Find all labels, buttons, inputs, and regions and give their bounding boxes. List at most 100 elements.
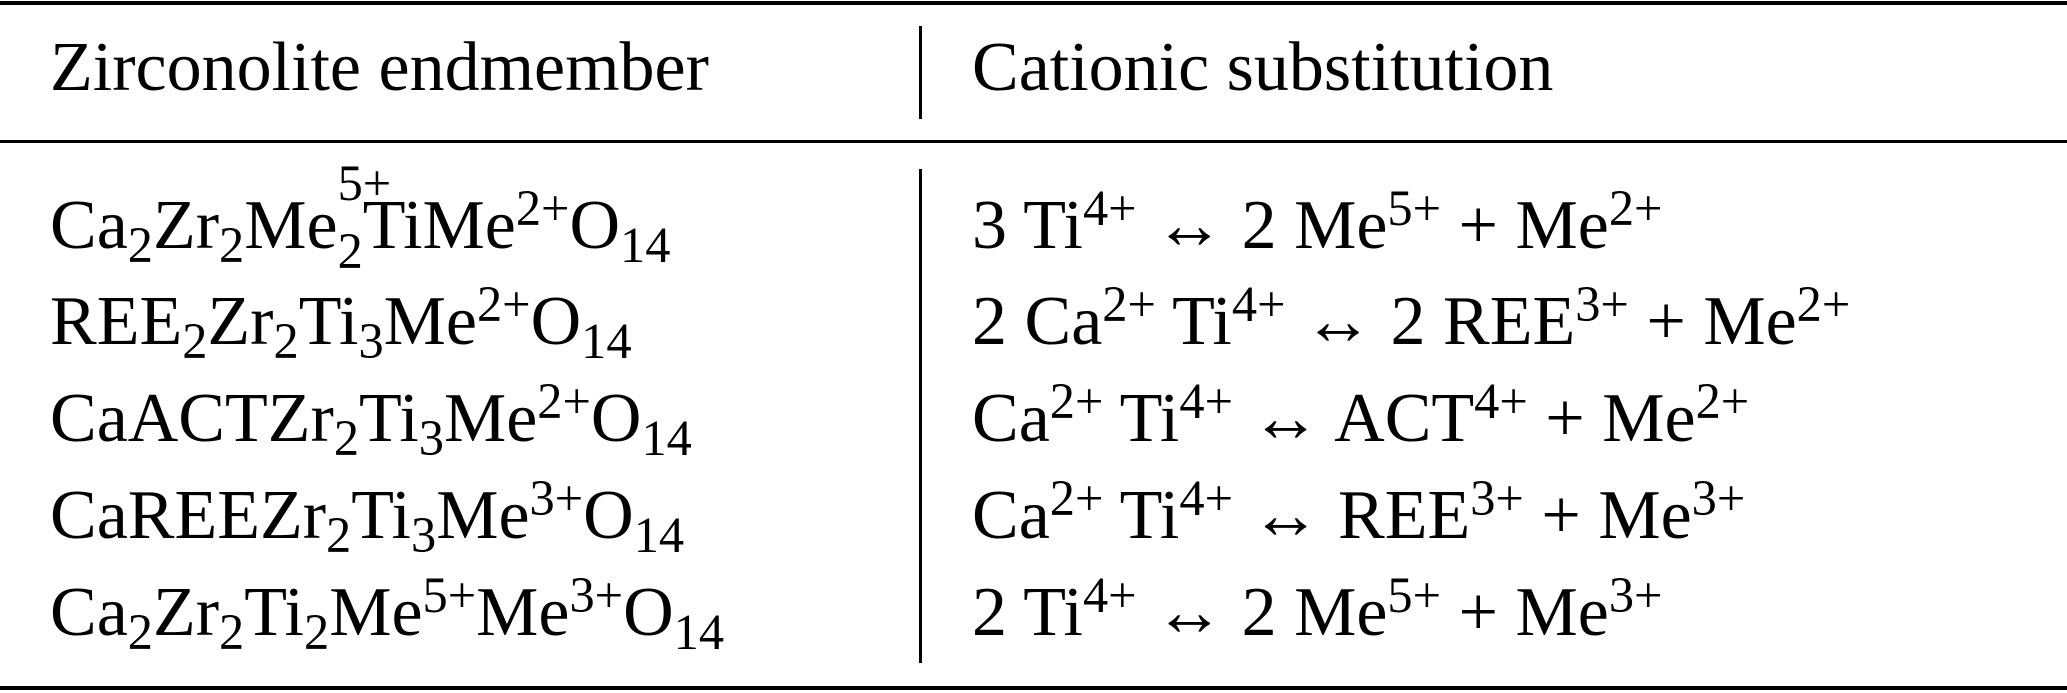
superscript-charge: 3+	[1575, 276, 1629, 333]
formula-text: Me	[329, 574, 423, 651]
formula-text: + Me	[1441, 187, 1609, 264]
superscript-charge: 5+	[337, 155, 392, 212]
formula-text: Ca	[50, 574, 128, 651]
superscript-charge: 2+	[1049, 470, 1104, 527]
formula-text: Me	[476, 574, 570, 651]
superscript-charge: 5+	[422, 567, 477, 624]
formula-text: 2 Ti	[972, 574, 1083, 651]
subscript-count: 14	[620, 217, 671, 274]
superscript-charge: 3+	[529, 470, 584, 527]
superscript-charge: 4+	[1179, 470, 1233, 527]
formula-text: O	[623, 574, 674, 651]
superscript-charge: 2+	[476, 276, 531, 333]
superscript-charge: 2+	[1796, 276, 1851, 333]
subscript-count: 14	[633, 507, 685, 564]
superscript-charge: 4+	[1082, 180, 1137, 237]
header-rule	[0, 140, 2067, 143]
formula-text: Ca	[972, 380, 1050, 457]
formula-text: ↔ REE	[1233, 477, 1471, 554]
formula-text: Ti	[298, 283, 359, 360]
formula-text: 2 Ca	[972, 283, 1103, 360]
formula-text: O	[530, 283, 582, 360]
superscript-charge: 2+	[1049, 373, 1104, 430]
subscript-count: 2	[304, 604, 330, 661]
formula-text: O	[590, 380, 642, 457]
superscript-charge: 3+	[1691, 470, 1746, 527]
bottom-rule	[0, 686, 2067, 690]
substitution-formula: Ca2+ Ti4+ ↔ REE3+ + Me3+	[972, 470, 1745, 556]
superscript-charge: 2+	[537, 373, 591, 430]
formula-text: Ca	[50, 187, 128, 264]
formula-text: Me	[244, 187, 338, 264]
formula-text: TiMe	[362, 187, 516, 264]
formula-text: ↔ 2 REE	[1285, 283, 1576, 360]
top-rule	[0, 1, 2067, 5]
superscript-charge: 4+	[1231, 276, 1286, 333]
subscript-count: 2	[219, 604, 245, 661]
superscript-charge: 4+	[1474, 373, 1528, 430]
formula-text: Zr	[152, 574, 220, 651]
endmember-formula: Ca2Zr2Me 5+ 2TiMe2+O14	[50, 155, 670, 279]
subscript-count: 2	[219, 217, 245, 274]
subscript-count: 2	[127, 217, 153, 274]
formula-text: + Me	[1628, 283, 1797, 360]
formula-text: Ti	[1103, 380, 1180, 457]
subscript-count: 14	[641, 410, 692, 467]
formula-text: Ti	[351, 477, 411, 554]
superscript-charge: 3+	[1608, 567, 1663, 624]
header-substitution: Cationic substitution	[972, 29, 1554, 106]
body-column-divider	[919, 169, 922, 663]
subscript-count: 3	[411, 507, 437, 564]
formula-text: Zr	[152, 187, 220, 264]
formula-text: Me	[383, 283, 477, 360]
formula-text: Ti	[244, 574, 304, 651]
formula-text: Me	[436, 477, 530, 554]
superscript-charge: 2+	[1608, 180, 1663, 237]
formula-text: REE	[50, 283, 183, 360]
subscript-count: 2	[273, 313, 299, 370]
formula-text: Zr	[207, 283, 274, 360]
superscript-charge: 2+	[1102, 276, 1156, 333]
superscript-charge: 2+	[1695, 373, 1750, 430]
header-column-divider	[919, 26, 922, 119]
subscript-count: 3	[418, 410, 444, 467]
sub-superscript: 5+ 2	[338, 155, 392, 279]
subscript-count: 2	[337, 223, 363, 280]
substitution-formula: 3 Ti4+ ↔ 2 Me5+ + Me2+	[972, 180, 1662, 266]
superscript-charge: 2+	[515, 180, 570, 237]
subscript-count: 2	[127, 604, 153, 661]
formula-text: Ti	[1103, 477, 1180, 554]
substitution-formula: 2 Ti4+ ↔ 2 Me5+ + Me3+	[972, 567, 1662, 653]
formula-text: ↔ 2 Me	[1136, 187, 1388, 264]
substitution-formula: 2 Ca2+ Ti4+ ↔ 2 REE3+ + Me2+	[972, 276, 1850, 362]
formula-text: ↔ 2 Me	[1136, 574, 1388, 651]
subscript-count: 2	[333, 410, 360, 467]
superscript-charge: 3+	[569, 567, 624, 624]
formula-text: O	[569, 187, 621, 264]
formula-text: ↔ ACT	[1233, 380, 1475, 457]
endmember-formula: CaACTZr2Ti3Me2+O14	[50, 373, 692, 466]
superscript-charge: 3+	[1470, 470, 1524, 527]
formula-text: Ti	[359, 380, 419, 457]
header-endmember: Zirconolite endmember	[50, 29, 709, 106]
formula-text: Ca	[972, 477, 1050, 554]
formula-text: + Me	[1441, 574, 1609, 651]
formula-text: CaACTZr	[50, 380, 334, 457]
subscript-count: 14	[581, 313, 632, 370]
superscript-charge: 5+	[1387, 567, 1442, 624]
endmember-formula: REE2Zr2Ti3Me2+O14	[50, 276, 632, 369]
superscript-charge: 5+	[1387, 180, 1442, 237]
substitution-formula: Ca2+ Ti4+ ↔ ACT4+ + Me2+	[972, 373, 1749, 459]
superscript-charge: 4+	[1179, 373, 1233, 430]
endmember-formula: Ca2Zr2Ti2Me5+Me3+O14	[50, 567, 724, 660]
endmember-formula: CaREEZr2Ti3Me3+O14	[50, 470, 684, 563]
superscript-charge: 4+	[1082, 567, 1137, 624]
subscript-count: 2	[326, 507, 352, 564]
subscript-count: 14	[673, 604, 725, 661]
subscript-count: 3	[358, 313, 384, 370]
formula-text: 3 Ti	[972, 187, 1083, 264]
formula-text: Me	[443, 380, 538, 457]
formula-text: + Me	[1527, 380, 1696, 457]
formula-text: CaREEZr	[50, 477, 327, 554]
formula-text: O	[583, 477, 634, 554]
